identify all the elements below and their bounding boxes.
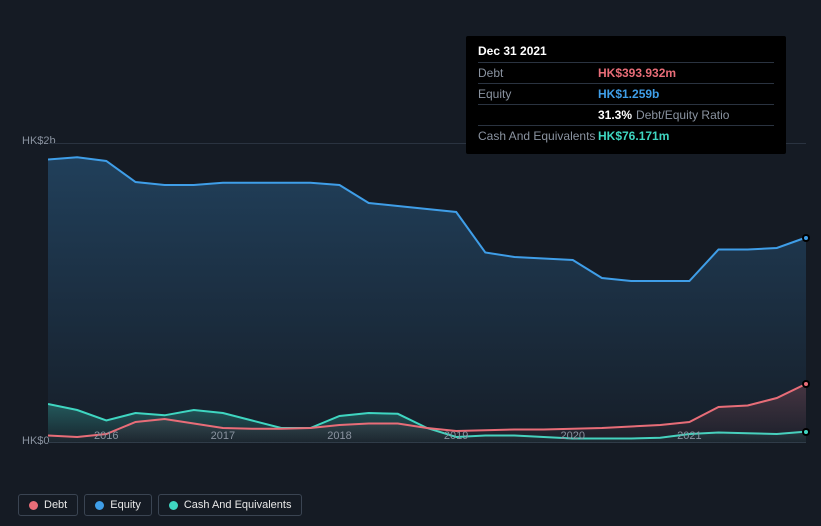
legend-swatch	[95, 501, 104, 510]
tooltip: Dec 31 2021 DebtHK$393.932mEquityHK$1.25…	[466, 36, 786, 154]
legend-item[interactable]: Cash And Equivalents	[158, 494, 303, 516]
legend: Debt Equity Cash And Equivalents	[18, 494, 302, 516]
tooltip-row: Cash And EquivalentsHK$76.171m	[478, 125, 774, 146]
series-end-marker	[802, 234, 810, 242]
legend-label: Equity	[110, 499, 141, 511]
legend-label: Cash And Equivalents	[184, 499, 292, 511]
tooltip-row-value: HK$393.932m	[598, 66, 676, 80]
x-axis-label: 2017	[211, 430, 235, 442]
tooltip-row: 31.3%Debt/Equity Ratio	[478, 104, 774, 125]
legend-swatch	[29, 501, 38, 510]
tooltip-row-value: HK$1.259b	[598, 87, 659, 101]
tooltip-row-label: Equity	[478, 87, 598, 101]
tooltip-rows: DebtHK$393.932mEquityHK$1.259b31.3%Debt/…	[478, 62, 774, 146]
x-axis-label: 2021	[677, 430, 701, 442]
legend-item[interactable]: Debt	[18, 494, 78, 516]
tooltip-date: Dec 31 2021	[478, 44, 774, 62]
x-axis-label: 2019	[444, 430, 468, 442]
y-axis-label: HK$0	[22, 435, 50, 447]
tooltip-row: DebtHK$393.932m	[478, 62, 774, 83]
tooltip-row-label: Cash And Equivalents	[478, 129, 598, 143]
x-axis-label: 2018	[327, 430, 351, 442]
series-end-marker	[802, 380, 810, 388]
series-area	[48, 157, 806, 443]
x-axis: 2016 2017 2018 2019 2020 2021	[48, 430, 806, 446]
chart-svg	[48, 143, 806, 443]
legend-label: Debt	[44, 499, 67, 511]
chart-container: HK$2bHK$0 201620172018201920202021 Dec 3…	[18, 18, 806, 478]
tooltip-row-label: Debt	[478, 66, 598, 80]
x-axis-label: 2016	[94, 430, 118, 442]
plot-area[interactable]	[48, 143, 806, 443]
tooltip-row-value: HK$76.171m	[598, 129, 669, 143]
legend-swatch	[169, 501, 178, 510]
tooltip-row: EquityHK$1.259b	[478, 83, 774, 104]
tooltip-ratio: 31.3%Debt/Equity Ratio	[598, 108, 729, 122]
legend-item[interactable]: Equity	[84, 494, 152, 516]
x-axis-label: 2020	[561, 430, 585, 442]
